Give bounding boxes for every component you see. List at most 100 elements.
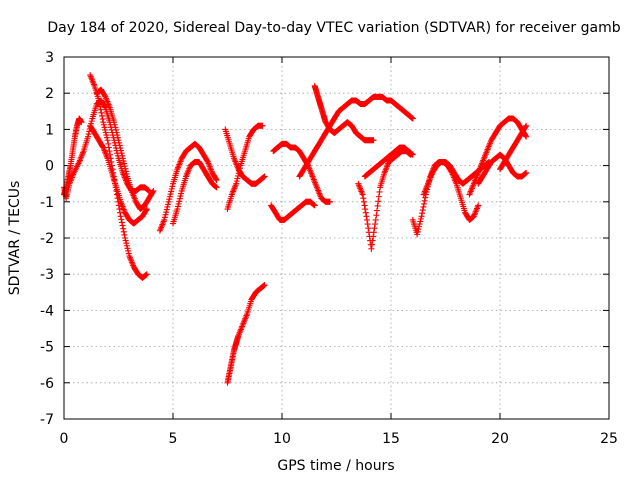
y-tick-label: -3 <box>40 267 54 283</box>
data-point <box>118 216 125 223</box>
series-arc-g <box>170 158 220 227</box>
data-point <box>169 183 176 190</box>
data-point <box>113 191 120 198</box>
y-axis-label: SDTVAR / TECUs <box>7 181 23 296</box>
series-arc-a <box>61 97 153 202</box>
data-point <box>365 225 372 232</box>
series-arc-h <box>224 282 268 386</box>
data-point <box>166 193 173 200</box>
data-point <box>108 162 115 169</box>
data-point <box>116 142 123 149</box>
data-point <box>422 194 429 201</box>
x-tick-label: 20 <box>491 431 509 447</box>
data-point <box>163 209 170 216</box>
data-point <box>123 242 130 249</box>
data-point <box>373 207 380 214</box>
data-point <box>233 180 240 187</box>
data-point <box>163 206 170 213</box>
data-point <box>362 206 369 213</box>
x-tick-label: 15 <box>382 431 400 447</box>
data-point <box>421 197 428 204</box>
data-point <box>119 155 126 162</box>
data-point <box>419 210 426 217</box>
data-point <box>112 184 119 191</box>
data-point <box>416 221 423 228</box>
data-point <box>120 157 127 164</box>
x-tick-label: 0 <box>60 431 69 447</box>
data-point <box>326 198 333 205</box>
data-point <box>370 233 377 240</box>
data-point <box>236 165 243 172</box>
data-point <box>111 177 118 184</box>
series-arc-i <box>222 126 268 187</box>
data-point <box>360 195 367 202</box>
data-point <box>417 218 424 225</box>
series-arc-p <box>361 144 416 180</box>
y-tick-label: -2 <box>40 231 54 247</box>
data-point <box>261 173 268 180</box>
data-point <box>124 245 131 252</box>
data-point <box>374 202 381 209</box>
data-point <box>165 198 172 205</box>
data-point <box>96 100 103 107</box>
data-point <box>121 163 128 170</box>
data-point <box>97 103 104 110</box>
series-arc-t <box>475 151 530 187</box>
data-point <box>161 214 168 221</box>
data-point <box>98 112 105 119</box>
data-point <box>100 119 107 126</box>
x-tick-label: 5 <box>169 431 178 447</box>
data-point <box>235 170 242 177</box>
data-point <box>177 193 184 200</box>
data-point <box>166 196 173 203</box>
data-point <box>113 126 120 133</box>
data-point <box>204 157 211 164</box>
data-point <box>259 122 266 129</box>
data-point <box>174 206 181 213</box>
data-point <box>120 225 127 232</box>
data-point <box>143 206 150 213</box>
data-point <box>97 106 104 113</box>
series-arc-j <box>224 122 266 213</box>
data-point <box>110 169 117 176</box>
y-tick-label: -1 <box>40 195 54 211</box>
data-point <box>122 168 129 175</box>
data-point <box>120 228 127 235</box>
data-point <box>420 203 427 210</box>
data-point <box>118 150 125 157</box>
series-arc-q <box>409 158 482 238</box>
axis-ticks: 0 5 10 15 20 25 -7 -6 -5 -4 -3 -2 -1 0 1 2 3 <box>40 50 618 447</box>
plot-frame <box>63 56 610 420</box>
chart-title: Day 184 of 2020, Sidereal Day-to-day VTE… <box>47 20 620 36</box>
y-tick-label: 3 <box>45 50 54 66</box>
data-point <box>360 198 367 205</box>
data-point <box>409 151 416 158</box>
data-point <box>114 132 121 139</box>
y-tick-label: 1 <box>45 122 54 138</box>
data-point <box>523 169 530 176</box>
data-point <box>115 202 122 209</box>
data-point <box>164 203 171 210</box>
data-point <box>369 237 376 244</box>
series-arc-u <box>497 122 530 173</box>
data-point <box>409 115 416 122</box>
data-point <box>102 126 109 133</box>
y-tick-label: 2 <box>45 86 54 102</box>
data-point <box>117 147 124 154</box>
data-point <box>122 235 129 241</box>
data-point <box>113 129 120 136</box>
data-point <box>475 202 482 209</box>
data-point <box>125 250 132 257</box>
data-point <box>123 170 130 177</box>
data-point <box>311 202 318 209</box>
data-point <box>111 119 118 126</box>
data-point <box>112 124 119 131</box>
data-point <box>115 137 122 144</box>
data-point <box>175 200 182 207</box>
data-point <box>150 187 157 194</box>
data-point <box>106 148 113 155</box>
data-point <box>113 187 120 194</box>
data-point <box>121 231 128 238</box>
data-point <box>359 191 366 198</box>
data-point <box>416 223 423 230</box>
